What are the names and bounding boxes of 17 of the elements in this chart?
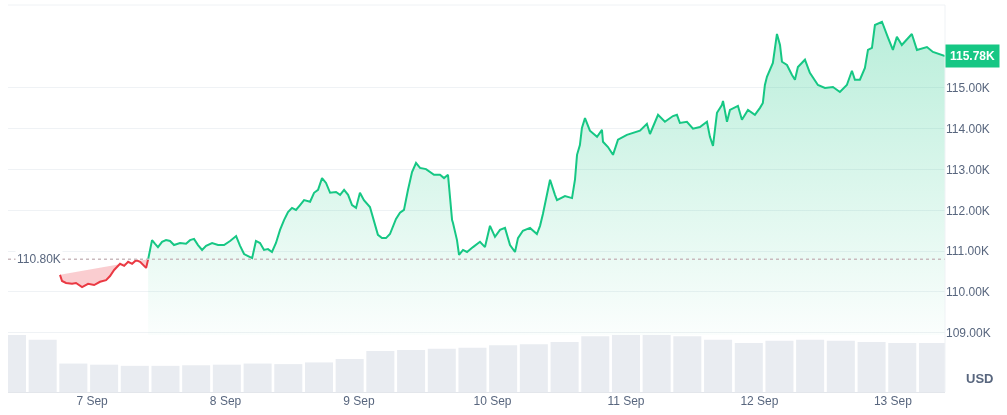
- x-tick-label: 9 Sep: [343, 394, 376, 408]
- ref-line-label: 110.80K: [17, 252, 61, 266]
- x-tick-label: 7 Sep: [76, 394, 109, 408]
- y-tick-label: 111.00K: [946, 244, 989, 259]
- x-tick-label: 10 Sep: [473, 394, 512, 408]
- y-tick-label: 109.00K: [946, 326, 991, 341]
- y-tick-label: 112.00K: [946, 203, 990, 218]
- y-tick-label: 113.00K: [946, 162, 990, 177]
- y-axis-title: USD: [966, 371, 994, 386]
- y-tick-label: 115.00K: [946, 81, 990, 96]
- x-tick-label: 13 Sep: [873, 394, 913, 408]
- x-tick-label: 8 Sep: [209, 394, 242, 408]
- x-tick-label: 12 Sep: [740, 394, 779, 408]
- y-tick-label: 110.00K: [946, 285, 990, 300]
- annotation: 115.78K: [950, 49, 996, 63]
- y-tick-label: 114.00K: [946, 121, 990, 136]
- x-tick-label: 11 Sep: [607, 394, 645, 408]
